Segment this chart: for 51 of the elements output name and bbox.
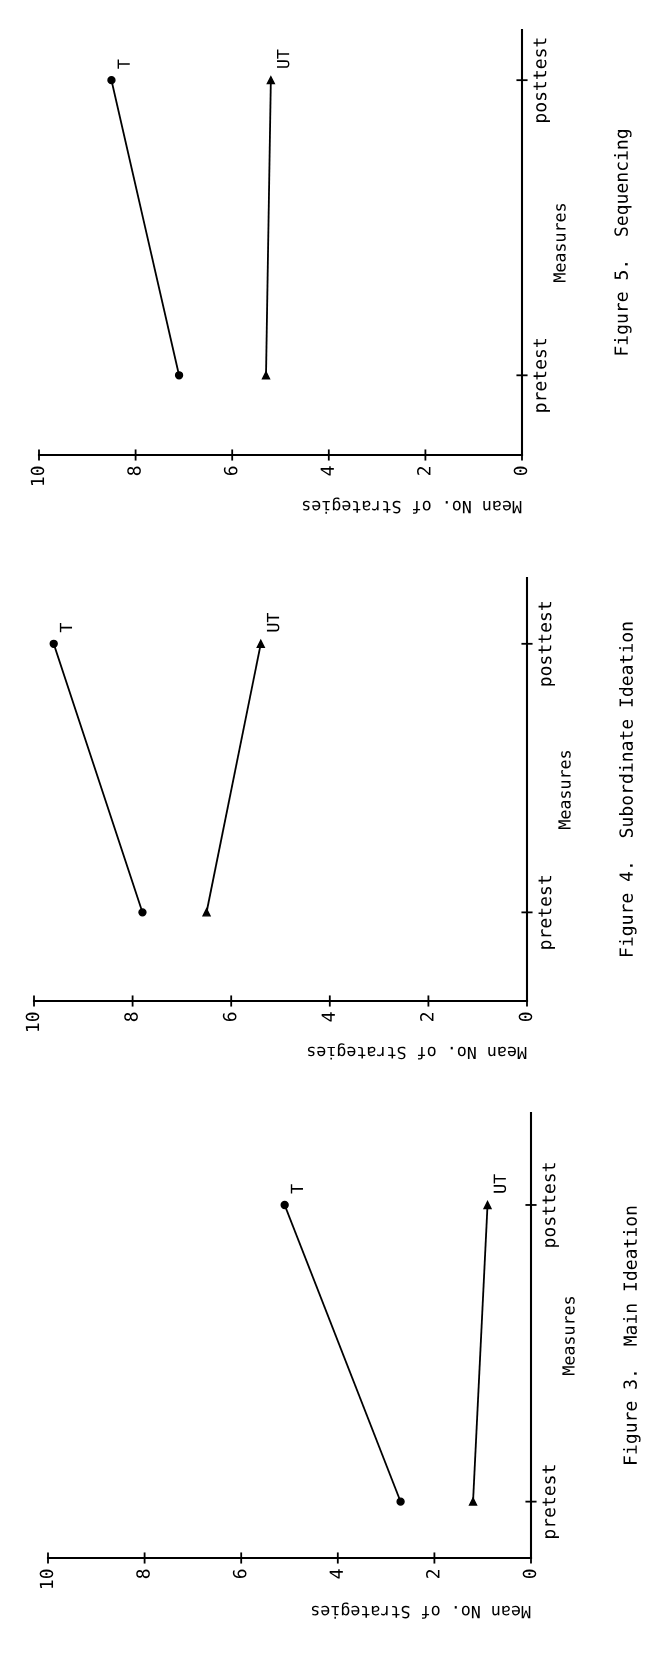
text: T bbox=[290, 1184, 303, 1194]
point bbox=[49, 639, 58, 648]
y-tick-label: pretest bbox=[538, 876, 555, 949]
point bbox=[266, 76, 276, 85]
y-tick-label: posttest bbox=[542, 1163, 559, 1247]
x-tick-label: 2 bbox=[417, 466, 431, 475]
x-tick-label: 10 bbox=[25, 1012, 40, 1031]
point bbox=[483, 1200, 492, 1210]
x-tick-label: 10 bbox=[39, 1569, 54, 1588]
x-tick-label: 4 bbox=[321, 1012, 335, 1022]
point bbox=[468, 1497, 478, 1506]
x-tick-label: 6 bbox=[223, 466, 238, 476]
x-tick-label: 0 bbox=[513, 466, 528, 476]
point bbox=[280, 1200, 289, 1210]
text: T bbox=[117, 59, 130, 69]
x-axis-title: Mean No. of Strategies bbox=[302, 497, 522, 514]
x-axis-title: Mean No. of Strategies bbox=[307, 1043, 527, 1060]
x-tick-label: 6 bbox=[222, 1012, 237, 1022]
x-axis-title: Mean No. of Strategies bbox=[311, 1602, 531, 1619]
x-tick-label: 6 bbox=[232, 1569, 247, 1579]
point bbox=[107, 76, 116, 85]
point bbox=[261, 371, 271, 380]
x-tick-label: 2 bbox=[420, 1012, 434, 1021]
point bbox=[396, 1497, 405, 1506]
y-tick-label: pretest bbox=[542, 1465, 559, 1538]
caption: Figure 4. Subordinate Ideation bbox=[619, 622, 637, 956]
point bbox=[202, 908, 211, 917]
text: UT bbox=[277, 49, 290, 68]
caption: Figure 5. Sequencing bbox=[614, 130, 632, 355]
y-axis-title: Measures bbox=[558, 751, 571, 829]
text: UT bbox=[493, 1174, 507, 1193]
text: UT bbox=[266, 613, 280, 632]
x-tick-label: 8 bbox=[127, 466, 141, 476]
text: T bbox=[59, 623, 73, 633]
point bbox=[174, 371, 184, 380]
y-axis-title: Measures bbox=[562, 1297, 575, 1375]
caption: Figure 3. Main Ideation bbox=[623, 1206, 641, 1464]
x-tick-label: 4 bbox=[320, 466, 334, 476]
y-tick-label: posttest bbox=[533, 38, 550, 122]
point bbox=[138, 908, 147, 917]
x-tick-label: 10 bbox=[30, 466, 45, 485]
x-tick-label: 2 bbox=[426, 1569, 440, 1578]
y-axis-title: Measures bbox=[553, 204, 566, 282]
x-tick-label: 8 bbox=[136, 1569, 150, 1579]
y-tick-label: posttest bbox=[538, 602, 555, 686]
x-tick-label: 0 bbox=[518, 1012, 533, 1022]
x-tick-label: 4 bbox=[329, 1569, 343, 1579]
point bbox=[256, 639, 265, 648]
x-tick-label: 8 bbox=[124, 1012, 138, 1022]
x-tick-label: 0 bbox=[522, 1569, 537, 1579]
y-tick-label: pretest bbox=[533, 339, 550, 412]
